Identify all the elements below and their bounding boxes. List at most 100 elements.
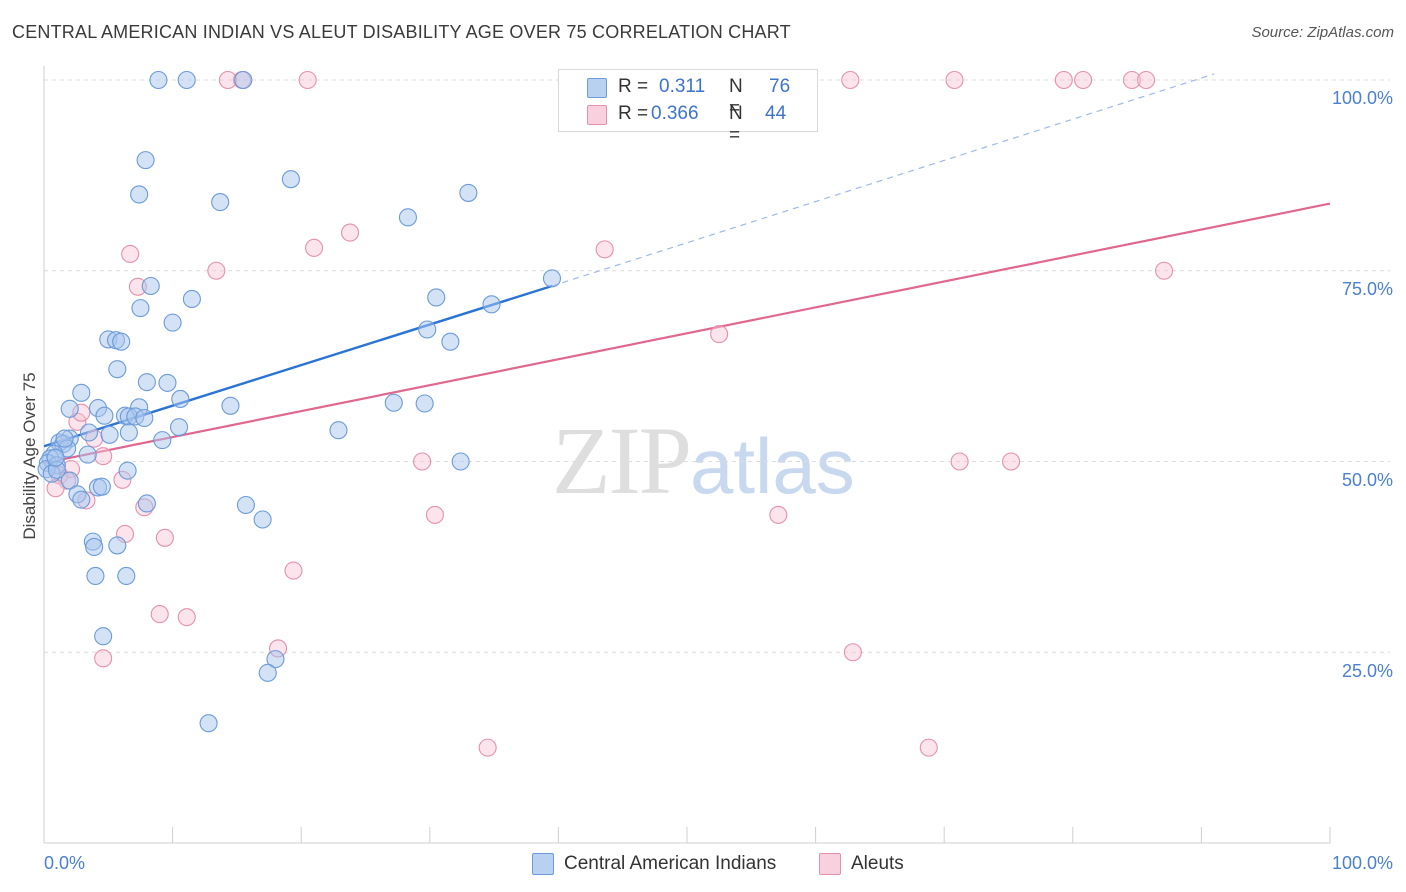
central-american-trend-extension: [551, 73, 1215, 287]
central-american-point: [451, 452, 470, 471]
central-american-point: [169, 418, 189, 437]
central-american-point: [415, 394, 434, 413]
central-american-point: [85, 537, 104, 557]
central-american-point: [171, 389, 190, 408]
central-american-point: [542, 269, 562, 288]
aleuts-point: [843, 643, 862, 662]
aleuts-point: [1122, 70, 1142, 90]
central-american-point: [427, 288, 446, 307]
aleuts-trend-line: [43, 202, 1331, 465]
central-american-point: [153, 431, 172, 450]
aleuts-point: [155, 528, 174, 547]
central-american-point: [94, 627, 113, 646]
central-american-point: [253, 510, 272, 529]
legend-n-label: N =: [729, 103, 743, 146]
legend-n-label: N =: [729, 76, 743, 119]
central-american-point: [108, 360, 127, 379]
aleuts-point: [305, 238, 324, 257]
y-tick-label: 50.0%: [1342, 470, 1393, 490]
central-american-point: [117, 566, 136, 586]
central-american-point: [137, 494, 156, 513]
aleuts-points: [46, 70, 1174, 757]
aleuts-trend-group: [43, 202, 1331, 465]
central-american-point: [163, 313, 182, 332]
aleuts-point: [710, 325, 729, 344]
central-american-point: [72, 383, 91, 402]
aleuts-point: [425, 505, 444, 524]
bottom-legend-label: Central American Indians: [564, 853, 777, 874]
watermark-zip: ZIP: [552, 407, 692, 514]
central-american-point: [199, 714, 218, 733]
legend-n-value: 76: [769, 76, 791, 97]
central-american-point: [266, 650, 285, 669]
central-american-point: [100, 425, 119, 444]
central-american-point: [60, 471, 79, 490]
source-label: Source: ZipAtlas.com: [1251, 24, 1394, 41]
aleuts-point: [94, 447, 113, 466]
chart-title: CENTRAL AMERICAN INDIAN VS ALEUT DISABIL…: [12, 22, 791, 42]
aleuts-point: [841, 70, 860, 90]
bottom-legend-swatch-pink: [819, 853, 841, 875]
legend-n-value: 44: [765, 103, 787, 124]
aleuts-point: [150, 605, 169, 624]
bottom-legend-swatch-blue: [532, 853, 554, 875]
aleuts-point: [769, 505, 788, 524]
central-american-point: [55, 429, 74, 448]
aleuts-point: [1054, 70, 1073, 90]
aleuts-point: [413, 452, 432, 471]
central-american-point: [137, 373, 156, 392]
central-american-point: [130, 185, 149, 204]
central-american-point: [182, 289, 201, 309]
central-american-point: [234, 70, 253, 90]
aleuts-point: [950, 452, 969, 471]
watermark-atlas: atlas: [690, 422, 855, 510]
central-american-point: [258, 663, 277, 682]
aleuts-point: [284, 561, 303, 580]
central-american-point: [79, 423, 99, 442]
central-american-point: [92, 477, 111, 496]
grid-lines: [44, 79, 1390, 653]
central-american-point: [46, 448, 65, 467]
central-american-points: [37, 70, 562, 733]
y-tick-label: 100.0%: [1332, 88, 1393, 108]
aleuts-point: [595, 240, 614, 259]
central-american-point: [211, 193, 230, 212]
zipatlas-watermark: ZIPatlas: [552, 405, 855, 516]
aleuts-point: [207, 261, 226, 280]
central-american-point: [60, 399, 79, 418]
aleuts-point: [121, 244, 140, 264]
central-american-point: [441, 332, 460, 351]
central-american-point: [118, 461, 137, 480]
central-american-point: [72, 490, 91, 509]
y-tick-labels: 100.0% 75.0% 50.0% 25.0%: [1332, 88, 1393, 681]
central-american-point: [108, 536, 127, 555]
central-american-point: [398, 208, 417, 227]
aleuts-point: [919, 738, 938, 757]
aleuts-point: [298, 70, 317, 90]
axes: [43, 66, 1331, 844]
central-american-point: [177, 70, 196, 90]
central-american-point: [482, 295, 501, 314]
legend-swatch-pink: [587, 105, 607, 125]
legend-r-value: 0.311: [659, 76, 706, 97]
central-american-point: [221, 396, 240, 415]
aleuts-point: [945, 70, 964, 90]
legend-r-label: R =: [618, 76, 649, 97]
central-american-point: [136, 151, 155, 170]
central-american-point: [281, 170, 300, 189]
x-tick-label-min: 0.0%: [44, 853, 85, 873]
central-american-point: [119, 423, 138, 442]
y-tick-label: 75.0%: [1342, 279, 1393, 299]
central-american-point: [135, 408, 154, 428]
aleuts-point: [94, 649, 113, 668]
bottom-legend-label: Aleuts: [851, 853, 904, 874]
central-american-point: [131, 299, 150, 318]
y-tick-label: 25.0%: [1342, 661, 1393, 681]
aleuts-point: [1002, 452, 1021, 471]
central-american-point: [78, 445, 97, 464]
central-american-point: [141, 276, 160, 296]
aleuts-point: [1155, 261, 1174, 280]
central-american-point: [86, 566, 105, 586]
aleuts-point: [341, 223, 360, 242]
